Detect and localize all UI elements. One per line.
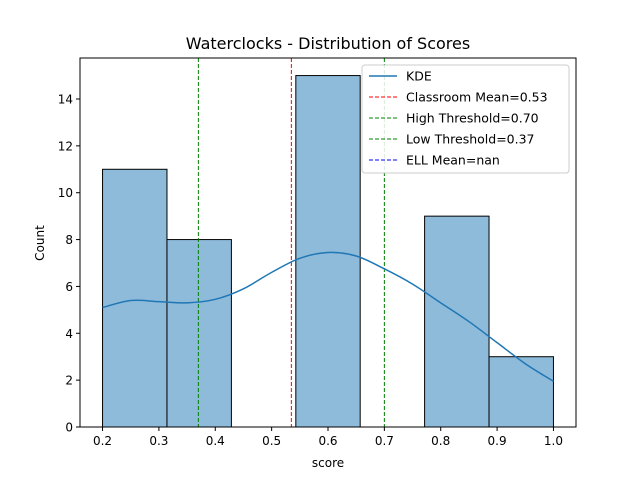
legend-label: KDE — [406, 69, 432, 84]
kde-line — [102, 251, 554, 382]
histogram-bar-1 — [166, 239, 232, 428]
x-tick-label: 0.5 — [262, 434, 281, 448]
legend-box — [361, 64, 570, 174]
x-axis-label: score — [312, 456, 344, 470]
histogram-bar-6 — [488, 356, 554, 428]
bars-group — [102, 75, 554, 428]
x-tick-label: 0.9 — [488, 434, 507, 448]
x-tick-label: 0.8 — [431, 434, 450, 448]
kde-group — [102, 251, 554, 382]
x-tick-label: 1.0 — [544, 434, 563, 448]
y-tick-label: 8 — [65, 233, 73, 247]
legend-label: Low Threshold=0.37 — [406, 132, 535, 147]
legend-label: High Threshold=0.70 — [406, 111, 539, 126]
y-axis-ticks: 0 2 4 6 8 10 12 14 — [58, 93, 80, 435]
y-tick-label: 2 — [65, 374, 73, 388]
y-tick-label: 14 — [58, 93, 73, 107]
y-axis-label: Count — [33, 225, 47, 261]
histogram-bar-5 — [424, 215, 490, 428]
y-tick-label: 0 — [65, 421, 73, 435]
y-tick-label: 10 — [58, 186, 73, 200]
x-tick-label: 0.4 — [206, 434, 225, 448]
x-tick-label: 0.6 — [318, 434, 337, 448]
y-tick-label: 12 — [58, 139, 73, 153]
y-tick-label: 6 — [65, 280, 73, 294]
legend: KDE Classroom Mean=0.53 High Threshold=0.7… — [361, 64, 570, 174]
y-tick-label: 4 — [65, 327, 73, 341]
legend-label: Classroom Mean=0.53 — [406, 90, 548, 105]
histogram-bar-0 — [102, 168, 168, 428]
histogram-bar-3 — [295, 75, 361, 428]
x-tick-label: 0.2 — [93, 434, 112, 448]
x-axis-ticks: 0.2 0.3 0.4 0.5 0.6 0.7 0.8 0.9 1.0 — [93, 427, 563, 448]
x-tick-label: 0.7 — [375, 434, 394, 448]
x-tick-label: 0.3 — [149, 434, 168, 448]
legend-label: ELL Mean=nan — [406, 153, 500, 168]
chart-title: Waterclocks - Distribution of Scores — [186, 34, 470, 53]
